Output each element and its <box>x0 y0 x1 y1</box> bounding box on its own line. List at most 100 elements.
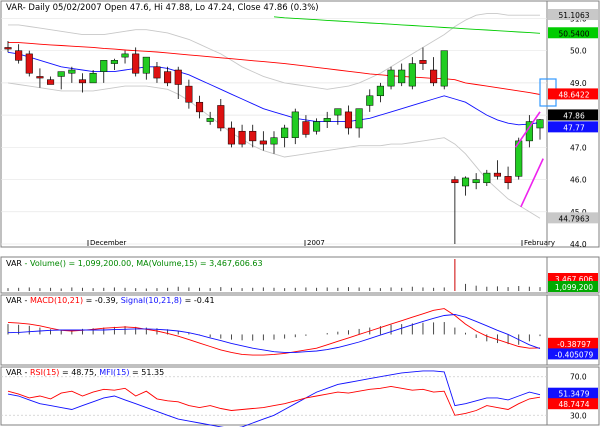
price-badge-bg <box>548 109 598 121</box>
candle <box>174 66 182 99</box>
price-candles <box>4 41 544 244</box>
candle-up-body <box>121 53 129 58</box>
rsi-tick-label: 70.0 <box>570 373 587 382</box>
candle <box>472 173 480 190</box>
candle <box>153 61 161 83</box>
macd-badges: -0.38797-0.405079 <box>548 337 598 360</box>
candle <box>4 41 12 53</box>
macd-label: MACD(10,21) <box>30 296 83 305</box>
rsi-title: VAR - RSI(15) = 48.75, MFI(15) = 51.35 <box>6 368 164 377</box>
candle-down-body <box>238 130 246 145</box>
candle-up-body <box>536 119 544 129</box>
candle <box>408 57 416 90</box>
candle <box>68 66 76 83</box>
trend-channel-lines <box>514 111 544 208</box>
candle-up-body <box>366 95 374 106</box>
price-panel: 51.050.049.048.047.046.045.044.0 51.1063… <box>0 0 600 249</box>
rsi-lines <box>7 370 541 430</box>
macd-panel: -0.38797-0.405079 VAR - MACD(10,21) = -0… <box>0 294 600 366</box>
price-panel-frame <box>0 0 548 248</box>
candle <box>121 50 129 64</box>
candle <box>440 50 448 90</box>
candle-down-body <box>344 111 353 129</box>
candle-up-body <box>408 63 416 87</box>
candle <box>217 99 225 132</box>
candle-down-body <box>451 179 459 184</box>
candle <box>483 169 491 186</box>
candle-down-body <box>249 130 257 142</box>
price-badge-text: 50.5400 <box>558 29 589 38</box>
candle <box>313 118 321 135</box>
macd-ticker: VAR <box>6 296 22 305</box>
rsi-tick-label: 30.0 <box>570 411 587 420</box>
candle <box>451 176 459 244</box>
date-label: December <box>90 239 126 247</box>
moving-average-short-line <box>7 51 541 126</box>
price-badge-text: 51.1063 <box>558 11 589 20</box>
candle <box>515 137 523 180</box>
candle-down-body <box>164 71 172 84</box>
price-info: - Daily 05/02/2007 Open 47.6, Hi 47.88, … <box>23 3 319 13</box>
candle-down-body <box>419 60 427 64</box>
candle-down-body <box>430 69 438 84</box>
candle-up-body <box>461 177 470 187</box>
volume-badge-bg <box>548 273 598 284</box>
candle-up-body <box>355 108 363 129</box>
candle <box>164 66 172 87</box>
macd-badge-bg <box>548 337 598 349</box>
volume-ticker: VAR <box>6 259 22 268</box>
macd-line <box>7 308 541 356</box>
signal-line <box>7 314 541 353</box>
candle <box>323 111 331 128</box>
candle-up-body <box>398 69 406 84</box>
price-badge-text: 47.86 <box>563 111 585 120</box>
candle-down-body <box>15 50 23 61</box>
candle-up-body <box>68 69 76 74</box>
candle <box>89 70 97 84</box>
price-title: VAR- Daily 05/02/2007 Open 47.6, Hi 47.8… <box>6 3 319 13</box>
bollinger-lower-line <box>7 82 541 219</box>
candle-up-body <box>515 140 523 177</box>
sma-200-line <box>273 16 541 34</box>
candle-up-body <box>142 56 150 74</box>
price-tick-label: 49.0 <box>570 79 587 88</box>
mfi-line <box>7 370 541 430</box>
price-tick-label: 50.0 <box>570 47 587 56</box>
candle <box>142 56 150 80</box>
candle <box>302 115 310 138</box>
candle-down-body <box>195 101 204 113</box>
candle-down-body <box>217 105 225 129</box>
volume-badge-bg <box>548 281 598 292</box>
candle-up-body <box>387 69 395 87</box>
candle-down-body <box>47 79 55 85</box>
candle-down-body <box>78 79 87 84</box>
candle <box>376 82 384 103</box>
rsi-badge-text: 51.3479 <box>558 390 589 399</box>
channel-line <box>520 158 544 208</box>
price-badges: 51.1063 50.5400 48.6422 47.86 47.77 44.7963 <box>548 9 598 224</box>
candle-down-body <box>25 53 33 74</box>
candle <box>110 58 118 70</box>
candle-up-body <box>270 137 278 145</box>
candle <box>238 124 246 148</box>
candle-down-body <box>132 53 140 74</box>
price-tick-label: 44.0 <box>570 240 587 249</box>
price-badge-text: 47.77 <box>563 123 585 132</box>
candle <box>536 118 544 140</box>
candle-up-body <box>376 85 384 97</box>
moving-average-long-line <box>8 42 541 95</box>
price-badge-bg <box>548 27 598 39</box>
candle-down-body <box>493 172 501 177</box>
macd-lines <box>7 308 541 356</box>
macd-title: VAR - MACD(10,21) = -0.39, Signal(10,21,… <box>6 296 215 305</box>
candle <box>398 63 406 87</box>
candle-up-body <box>323 118 331 122</box>
candle <box>25 50 33 77</box>
candle <box>387 66 395 90</box>
macd-badge-text: -0.405079 <box>555 350 594 359</box>
candle-down-body <box>174 69 182 85</box>
